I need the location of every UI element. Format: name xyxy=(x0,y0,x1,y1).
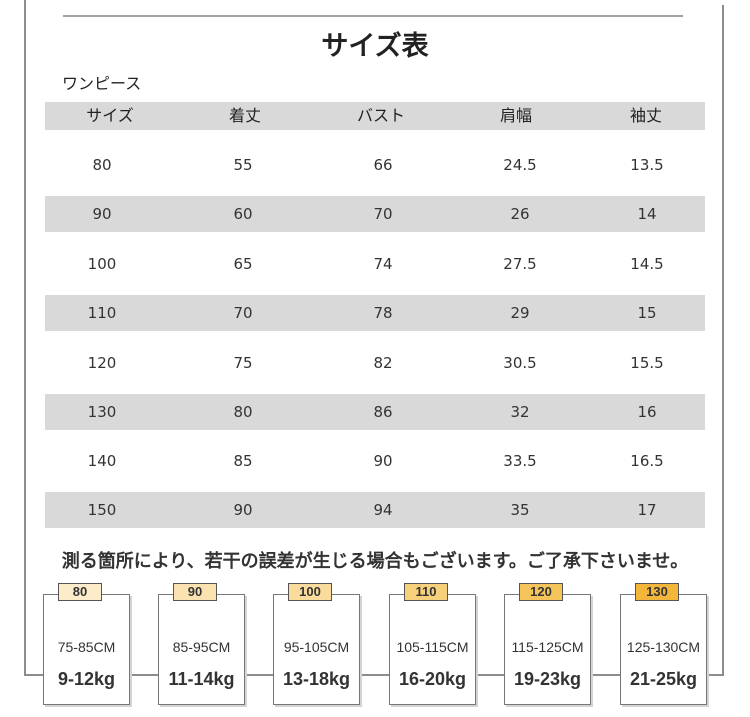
cell-length: 90 xyxy=(233,501,253,519)
cell-shoulder: 26 xyxy=(510,205,530,223)
cell-shoulder: 33.5 xyxy=(503,452,537,470)
cell-length: 60 xyxy=(233,205,253,223)
size-card-height-range: 95-105CM xyxy=(283,639,350,655)
cell-size: 120 xyxy=(87,354,117,372)
size-card-height-range: 85-95CM xyxy=(172,639,231,655)
cell-bust: 94 xyxy=(373,501,393,519)
size-card: 80 75-85CM 9-12kg xyxy=(43,583,130,705)
size-card-weight-range: 16-20kg xyxy=(398,669,467,689)
cell-shoulder: 29 xyxy=(510,304,530,322)
cell-bust: 70 xyxy=(373,205,393,223)
cell-sleeve: 14 xyxy=(637,205,657,223)
size-card: 130 125-130CM 21-25kg xyxy=(620,583,707,705)
cell-size: 90 xyxy=(92,205,112,223)
size-card-tab: 110 xyxy=(404,583,448,601)
product-type-label: ワンピース xyxy=(62,74,142,93)
cell-sleeve: 13.5 xyxy=(630,156,664,174)
top-rule xyxy=(63,15,683,17)
cell-size: 110 xyxy=(87,304,117,322)
cell-bust: 86 xyxy=(373,403,393,421)
cell-size: 140 xyxy=(87,452,117,470)
size-card: 120 115-125CM 19-23kg xyxy=(504,583,591,705)
table-header-row: サイズ 着丈 バスト 肩幅 袖丈 xyxy=(45,102,705,130)
size-card-weight-range: 19-23kg xyxy=(513,669,582,689)
size-card-height-range: 125-130CM xyxy=(626,639,701,655)
size-card-weight-range: 9-12kg xyxy=(57,669,116,689)
size-card-height-range: 105-115CM xyxy=(396,639,469,655)
header-cell-length: 着丈 xyxy=(228,106,261,125)
size-card-weight-range: 21-25kg xyxy=(629,669,698,689)
size-card-height-range: 115-125CM xyxy=(511,639,584,655)
table-row: 110 70 78 29 15 xyxy=(45,295,705,331)
cell-length: 80 xyxy=(233,403,253,421)
table-row: 120 75 82 30.5 15.5 xyxy=(45,345,705,381)
measurement-note: 測る箇所により、若干の誤差が生じる場合もございます。ご了承下さいませ。 xyxy=(61,551,689,572)
cell-size: 80 xyxy=(92,156,112,174)
cell-sleeve: 16 xyxy=(637,403,657,421)
cell-length: 55 xyxy=(233,156,253,174)
cell-bust: 78 xyxy=(373,304,393,322)
size-card-weight-range: 13-18kg xyxy=(282,669,351,689)
size-card-weight-range: 11-14kg xyxy=(168,669,235,689)
table-row: 90 60 70 26 14 xyxy=(45,196,705,232)
size-card-tab: 130 xyxy=(635,583,679,601)
frame-left-line xyxy=(24,0,26,676)
cell-bust: 82 xyxy=(373,354,393,372)
frame-right-line xyxy=(722,5,724,676)
size-card-tab: 90 xyxy=(173,583,217,601)
cell-sleeve: 14.5 xyxy=(630,255,664,273)
header-cell-sleeve: 袖丈 xyxy=(629,106,662,125)
size-card-tab: 120 xyxy=(519,583,563,601)
cell-length: 85 xyxy=(233,452,253,470)
cell-sleeve: 15.5 xyxy=(630,354,664,372)
cell-bust: 66 xyxy=(373,156,393,174)
table-row: 140 85 90 33.5 16.5 xyxy=(45,443,705,479)
header-cell-shoulder: 肩幅 xyxy=(499,106,532,125)
cell-shoulder: 27.5 xyxy=(503,255,537,273)
cell-size: 150 xyxy=(87,501,117,519)
cell-sleeve: 16.5 xyxy=(630,452,664,470)
table-row: 100 65 74 27.5 14.5 xyxy=(45,246,705,282)
size-card-height-range: 75-85CM xyxy=(57,639,116,655)
table-row: 80 55 66 24.5 13.5 xyxy=(45,147,705,183)
header-cell-bust: バスト xyxy=(356,106,405,125)
cell-length: 65 xyxy=(233,255,253,273)
size-card: 110 105-115CM 16-20kg xyxy=(389,583,476,705)
table-row: 150 90 94 35 17 xyxy=(45,492,705,528)
header-cell-size: サイズ xyxy=(86,106,134,125)
size-card-tab: 100 xyxy=(288,583,332,601)
page-title: サイズ表 xyxy=(321,31,429,62)
cell-shoulder: 30.5 xyxy=(503,354,537,372)
cell-length: 70 xyxy=(233,304,253,322)
cell-size: 100 xyxy=(87,255,117,273)
size-card: 100 95-105CM 13-18kg xyxy=(273,583,360,705)
size-card-tab: 80 xyxy=(58,583,102,601)
frame-bottom-line xyxy=(24,674,724,676)
cell-bust: 74 xyxy=(373,255,393,273)
size-card: 90 85-95CM 11-14kg xyxy=(158,583,245,705)
cell-shoulder: 32 xyxy=(510,403,530,421)
cell-bust: 90 xyxy=(373,452,393,470)
cell-sleeve: 17 xyxy=(637,501,657,519)
cell-sleeve: 15 xyxy=(637,304,657,322)
table-row: 130 80 86 32 16 xyxy=(45,394,705,430)
cell-size: 130 xyxy=(87,403,117,421)
cell-shoulder: 24.5 xyxy=(503,156,537,174)
cell-length: 75 xyxy=(233,354,253,372)
cell-shoulder: 35 xyxy=(510,501,530,519)
